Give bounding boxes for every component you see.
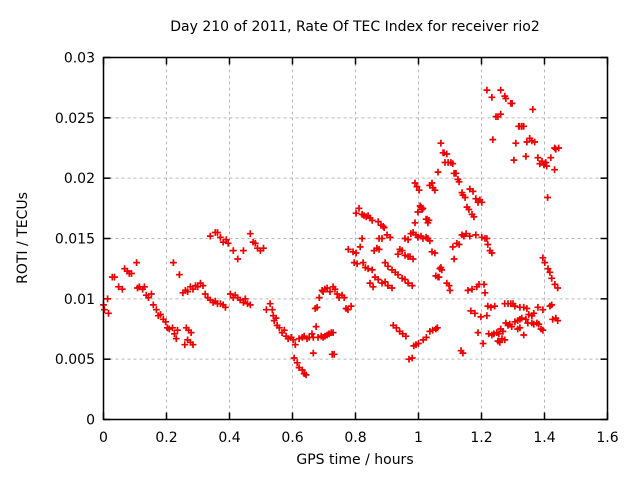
x-axis-tick-label: 0 bbox=[99, 430, 108, 446]
y-axis-tick-label: 0.03 bbox=[64, 51, 95, 67]
x-axis-tick-label: 1.6 bbox=[596, 430, 618, 446]
x-axis-tick-label: 0.6 bbox=[281, 430, 303, 446]
y-axis-label: ROTI / TECUs bbox=[15, 192, 31, 284]
x-axis-tick-label: 0.4 bbox=[218, 430, 240, 446]
y-axis-tick-label: 0.015 bbox=[55, 232, 95, 248]
x-axis-tick-label: 1.4 bbox=[533, 430, 555, 446]
y-axis-tick-label: 0 bbox=[86, 413, 95, 429]
x-axis-tick-label: 0.8 bbox=[344, 430, 366, 446]
scatter-plus-markers bbox=[100, 86, 563, 379]
x-axis-label: GPS time / hours bbox=[296, 452, 413, 468]
y-axis-tick-labels: 0 0.005 0.01 0.015 0.02 0.025 0.03 bbox=[55, 51, 95, 429]
y-axis-tick-label: 0.025 bbox=[55, 111, 95, 127]
y-axis-tick-label: 0.02 bbox=[64, 171, 95, 187]
y-axis-tick-label: 0.01 bbox=[64, 292, 95, 308]
x-axis-tick-label: 0.2 bbox=[155, 430, 177, 446]
y-axis-tick-label: 0.005 bbox=[55, 352, 95, 368]
chart-title: Day 210 of 2011, Rate Of TEC Index for r… bbox=[170, 19, 540, 35]
gridlines bbox=[103, 57, 608, 420]
plot-border bbox=[102, 56, 609, 421]
x-axis-tick-labels: 0 0.2 0.4 0.6 0.8 1 1.2 1.4 1.6 bbox=[99, 430, 619, 446]
x-axis-tick-label: 1.2 bbox=[470, 430, 492, 446]
x-axis-tick-label: 1 bbox=[414, 430, 423, 446]
data-points bbox=[100, 86, 563, 379]
